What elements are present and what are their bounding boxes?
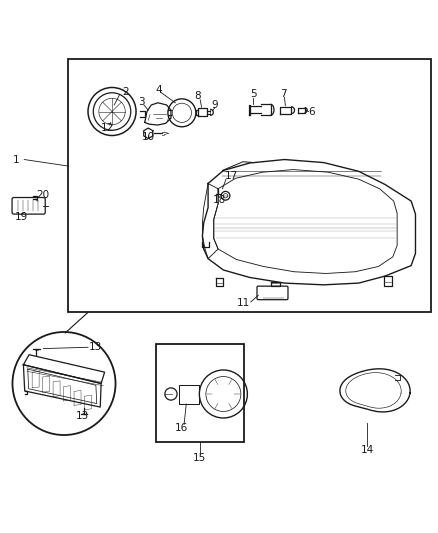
Text: 16: 16 xyxy=(174,423,187,433)
Text: 20: 20 xyxy=(36,190,49,200)
Text: 6: 6 xyxy=(308,107,315,117)
Text: 4: 4 xyxy=(155,85,162,95)
Bar xyxy=(155,344,244,442)
Text: 10: 10 xyxy=(142,132,155,142)
Text: 9: 9 xyxy=(211,100,218,110)
Text: 2: 2 xyxy=(122,87,128,97)
Text: 17: 17 xyxy=(225,171,238,181)
Text: 18: 18 xyxy=(212,195,226,205)
Text: 12: 12 xyxy=(101,123,114,133)
Text: 15: 15 xyxy=(193,453,206,463)
Bar xyxy=(68,59,431,312)
Text: 8: 8 xyxy=(195,91,201,101)
Text: 13: 13 xyxy=(76,411,89,421)
Text: 13: 13 xyxy=(89,342,102,352)
Text: 14: 14 xyxy=(361,445,374,455)
Text: 3: 3 xyxy=(138,98,145,107)
Text: 7: 7 xyxy=(280,89,287,99)
Text: 1: 1 xyxy=(13,155,20,165)
Text: 19: 19 xyxy=(15,212,28,222)
Text: 11: 11 xyxy=(237,298,250,308)
Text: 5: 5 xyxy=(251,89,257,99)
